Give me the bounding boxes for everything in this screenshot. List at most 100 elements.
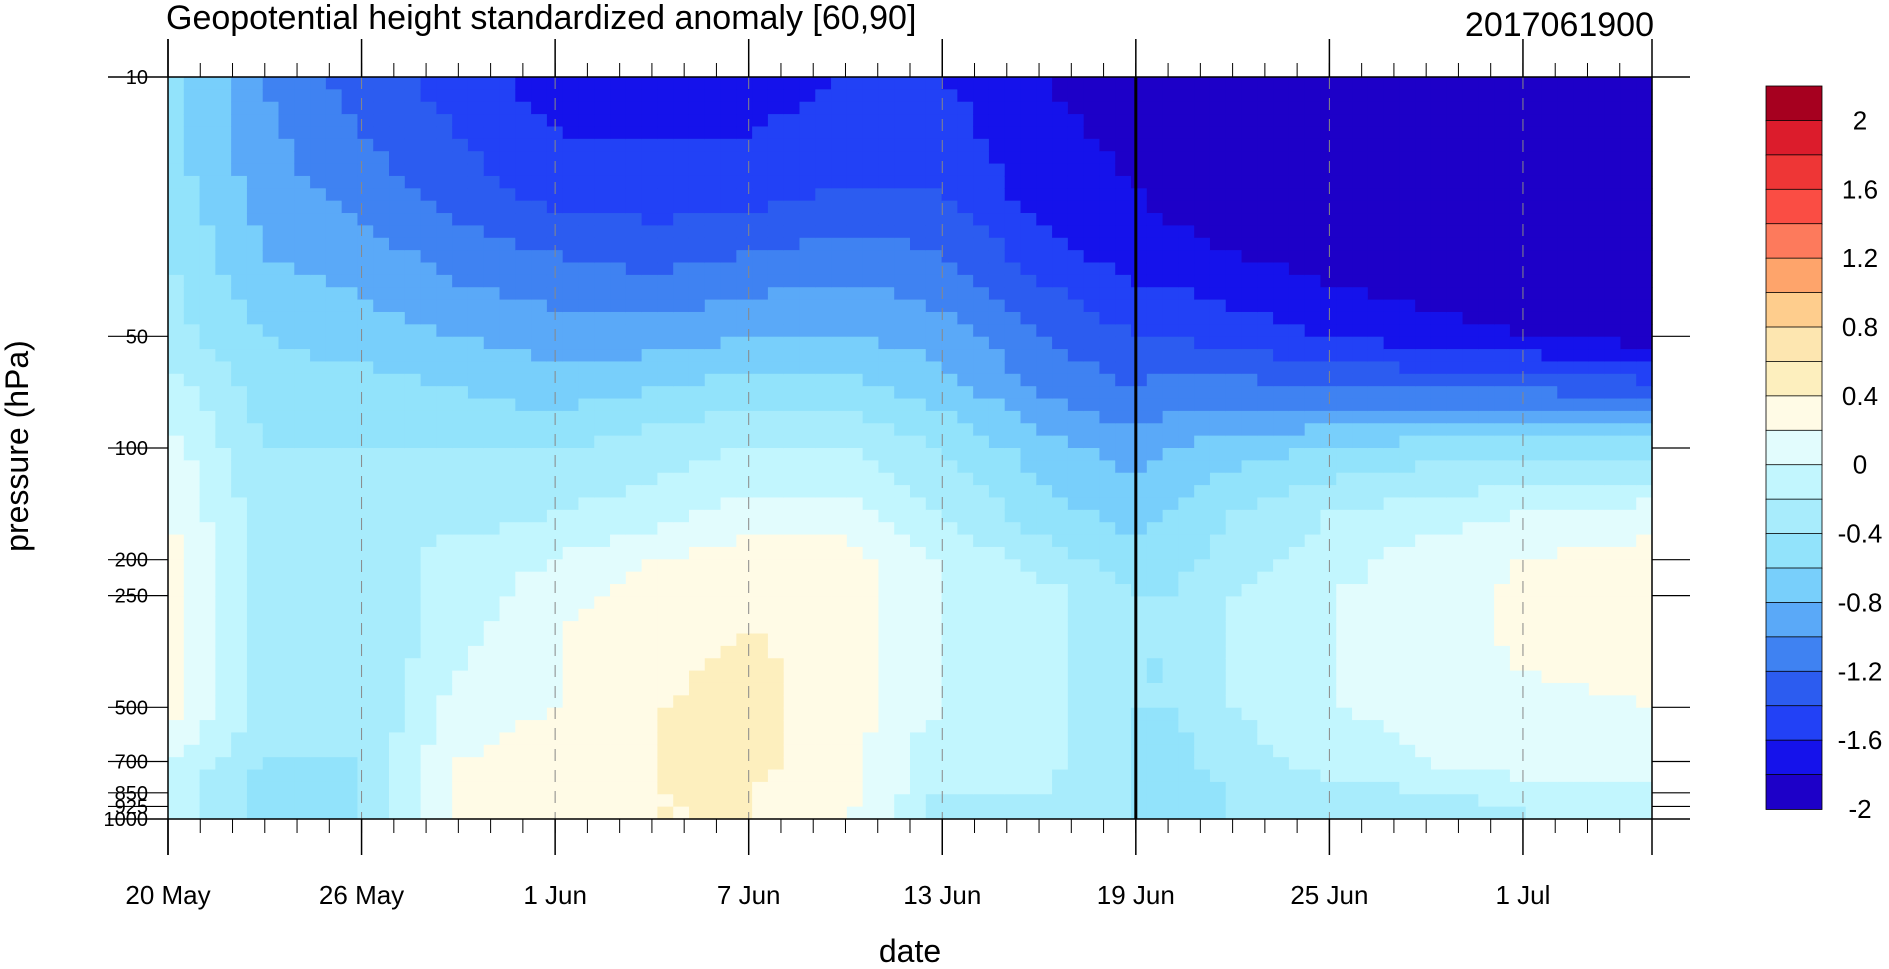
contour-cell bbox=[625, 225, 643, 239]
contour-cell bbox=[1225, 200, 1243, 214]
contour-cell bbox=[404, 781, 422, 795]
contour-cell bbox=[168, 571, 185, 585]
contour-cell bbox=[1178, 584, 1195, 597]
contour-cell bbox=[973, 237, 990, 251]
contour-cell bbox=[641, 89, 659, 103]
contour-cell bbox=[483, 707, 501, 721]
contour-cell bbox=[1352, 695, 1369, 709]
contour-cell bbox=[1304, 670, 1322, 684]
contour-cell bbox=[799, 781, 816, 795]
contour-cell bbox=[325, 645, 343, 659]
contour-cell bbox=[862, 151, 880, 165]
contour-cell bbox=[1288, 262, 1306, 276]
contour-cell bbox=[499, 324, 516, 338]
contour-cell bbox=[1304, 621, 1322, 635]
contour-cell bbox=[1004, 596, 1022, 610]
contour-cell bbox=[767, 571, 785, 585]
contour-cell bbox=[515, 435, 532, 449]
contour-cell bbox=[1367, 720, 1385, 734]
contour-cell bbox=[1352, 274, 1369, 288]
contour-cell bbox=[925, 101, 943, 115]
contour-cell bbox=[404, 621, 422, 635]
contour-cell bbox=[1020, 311, 1037, 325]
contour-cell bbox=[1099, 806, 1116, 820]
contour-cell bbox=[767, 138, 785, 152]
contour-cell bbox=[988, 806, 1006, 820]
contour-cell bbox=[278, 101, 295, 115]
contour-cell bbox=[1273, 509, 1290, 523]
contour-cell bbox=[1273, 769, 1290, 783]
contour-cell bbox=[641, 509, 659, 523]
contour-cell bbox=[1383, 225, 1401, 239]
contour-cell bbox=[294, 287, 311, 301]
contour-cell bbox=[1430, 806, 1448, 820]
contour-cell bbox=[767, 596, 785, 610]
contour-cell bbox=[1146, 645, 1164, 659]
contour-cell bbox=[1178, 460, 1195, 474]
contour-cell bbox=[404, 584, 422, 597]
contour-cell bbox=[657, 138, 674, 152]
contour-cell bbox=[1083, 225, 1101, 239]
contour-cell bbox=[341, 794, 359, 808]
contour-cell bbox=[1004, 633, 1022, 647]
contour-cell bbox=[310, 175, 327, 189]
contour-cell bbox=[389, 138, 406, 152]
contour-cell bbox=[436, 757, 453, 771]
contour-cell bbox=[910, 769, 927, 783]
contour-cell bbox=[1320, 509, 1337, 523]
contour-cell bbox=[310, 695, 327, 709]
contour-cell bbox=[704, 806, 722, 820]
contour-cell bbox=[957, 361, 974, 375]
contour-cell bbox=[925, 546, 943, 560]
contour-cell bbox=[736, 324, 753, 338]
contour-cell bbox=[1178, 423, 1195, 437]
contour-cell bbox=[1209, 744, 1227, 758]
contour-cell bbox=[894, 559, 911, 573]
contour-cell bbox=[452, 571, 469, 585]
contour-cell bbox=[578, 509, 595, 523]
contour-cell bbox=[1115, 559, 1132, 573]
contour-cell bbox=[1367, 645, 1385, 659]
contour-cell bbox=[499, 311, 516, 325]
contour-cell bbox=[499, 373, 516, 387]
contour-cell bbox=[673, 695, 690, 709]
contour-cell bbox=[1399, 274, 1416, 288]
contour-cell bbox=[1146, 794, 1164, 808]
contour-cell bbox=[1225, 571, 1243, 585]
contour-cell bbox=[925, 732, 943, 746]
contour-cell bbox=[610, 806, 627, 820]
contour-cell bbox=[1036, 670, 1053, 684]
contour-cell bbox=[1320, 398, 1337, 412]
contour-cell bbox=[420, 349, 437, 363]
contour-cell bbox=[1336, 559, 1353, 573]
contour-cell bbox=[894, 287, 911, 301]
contour-cell bbox=[1241, 163, 1258, 177]
contour-cell bbox=[1115, 398, 1132, 412]
contour-cell bbox=[215, 509, 232, 523]
contour-cell bbox=[815, 794, 832, 808]
contour-cell bbox=[483, 138, 501, 152]
contour-cell bbox=[420, 299, 437, 313]
contour-cell bbox=[325, 744, 343, 758]
contour-cell bbox=[578, 386, 595, 400]
contour-cell bbox=[594, 596, 611, 610]
contour-cell bbox=[1352, 584, 1369, 597]
contour-cell bbox=[436, 287, 453, 301]
contour-cell bbox=[246, 435, 264, 449]
contour-cell bbox=[357, 237, 374, 251]
contour-cell bbox=[1209, 101, 1227, 115]
contour-cell bbox=[894, 472, 911, 486]
contour-cell bbox=[1336, 410, 1353, 424]
contour-cell bbox=[341, 744, 359, 758]
contour-cell bbox=[499, 720, 516, 734]
contour-cell bbox=[357, 410, 374, 424]
contour-cell bbox=[925, 472, 943, 486]
contour-cell bbox=[215, 213, 232, 226]
contour-cell bbox=[1225, 262, 1243, 276]
contour-cell bbox=[183, 682, 201, 696]
contour-cell bbox=[483, 423, 501, 437]
contour-cell bbox=[199, 794, 216, 808]
contour-cell bbox=[499, 77, 516, 90]
contour-cell bbox=[736, 77, 753, 90]
contour-cell bbox=[1209, 448, 1227, 461]
